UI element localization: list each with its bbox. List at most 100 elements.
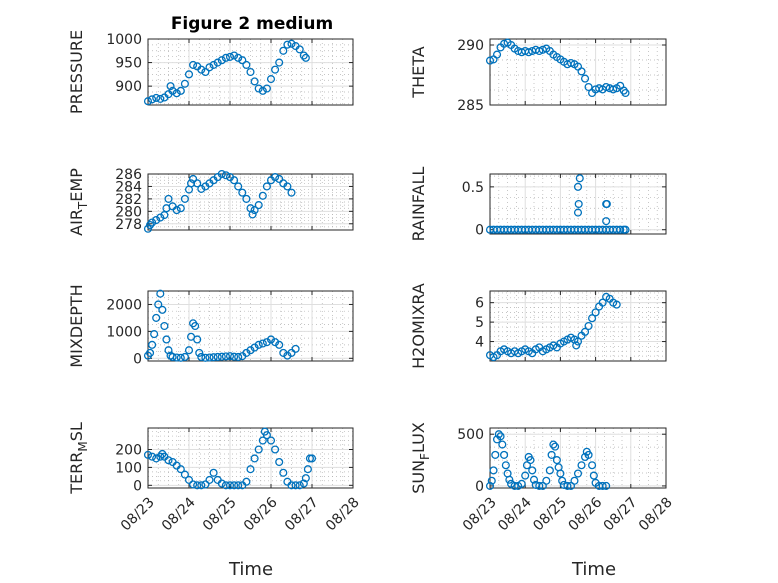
data-point [295, 45, 304, 54]
data-point [176, 204, 185, 213]
subplot-rainfall: 0 0.5 RAINFALL [409, 167, 667, 241]
data-point [258, 339, 267, 348]
data-point [193, 179, 202, 188]
data-point [197, 184, 206, 193]
data-point [602, 481, 611, 490]
data-point [487, 476, 496, 485]
data-point [279, 468, 288, 477]
data-point [168, 86, 177, 95]
x-tick-label: 08/23 [118, 494, 158, 534]
data-point [496, 432, 505, 441]
data-point [307, 454, 317, 463]
y-tick-label: 284 [115, 179, 142, 195]
data-point [195, 348, 204, 357]
y-tick-label: 1000 [106, 324, 142, 340]
data-point [589, 471, 598, 480]
data-point [168, 352, 177, 362]
y-tick-label: 500 [457, 427, 484, 443]
data-point [254, 445, 263, 454]
data-point [573, 469, 583, 478]
data-point [573, 208, 583, 217]
data-point [143, 97, 153, 106]
data-point [485, 481, 495, 490]
data-point [271, 338, 280, 347]
data-point [197, 352, 206, 362]
y-tick-label: 280 [115, 204, 142, 220]
data-point [242, 477, 251, 486]
data-point [291, 481, 300, 490]
axes-box [489, 38, 667, 106]
data-point [602, 199, 611, 209]
data-point [225, 52, 235, 61]
data-point [526, 456, 535, 465]
data-point [510, 481, 519, 490]
data-point [262, 182, 271, 191]
y-axis-label: AIRTEMP [67, 168, 90, 236]
data-point [154, 300, 163, 309]
x-axis-label-left: Time [228, 559, 273, 580]
data-point [172, 89, 181, 98]
subplot-theta: 285 290 THETA [409, 38, 667, 114]
data-point [152, 313, 161, 322]
data-point [580, 327, 590, 336]
data-point [598, 481, 607, 490]
data-point [234, 352, 243, 362]
data-point [201, 353, 210, 362]
data-point [266, 75, 276, 84]
data-point [588, 461, 597, 470]
data-point [193, 481, 202, 490]
data-point [217, 352, 226, 361]
x-tick-label: 08/28 [323, 494, 363, 534]
data-point [262, 338, 271, 347]
y-tick-label: 0.5 [462, 180, 484, 196]
data-point [248, 210, 257, 219]
x-tick-label: 08/23 [460, 494, 500, 534]
data-point [584, 82, 593, 92]
y-tick-label: 4 [475, 335, 484, 351]
data-point [609, 85, 618, 94]
data-point [602, 82, 611, 92]
data-point [246, 346, 255, 355]
x-tick-label: 08/25 [200, 494, 240, 534]
subplot-terr-msl: 0 100 200 08/23 08/24 08/25 08/26 08/27 08/28 TER… [67, 422, 363, 534]
data-point [162, 335, 171, 344]
y-tick-label: 6 [475, 296, 484, 312]
data-point [189, 480, 198, 489]
data-point [549, 440, 558, 449]
data-point [283, 40, 292, 49]
data-point [563, 481, 572, 490]
y-axis-label: MIXDEPTH [67, 284, 86, 367]
data-point [250, 343, 259, 352]
data-point [591, 308, 600, 317]
data-point [176, 465, 185, 474]
data-point [152, 93, 161, 102]
y-tick-label: 0 [133, 478, 142, 494]
data-point [197, 65, 206, 74]
data-point [529, 475, 539, 484]
data-point [498, 440, 507, 449]
x-axis-label-right: Time [571, 559, 616, 580]
data-point [250, 206, 259, 215]
data-point [189, 60, 198, 69]
data-point [164, 456, 173, 465]
data-point [191, 321, 200, 331]
data-point [299, 51, 308, 60]
data-point [598, 298, 607, 307]
y-tick-label: 286 [115, 167, 142, 183]
data-point [225, 481, 235, 490]
data-point [180, 470, 189, 479]
data-point [205, 353, 214, 362]
x-tick-label: 08/24 [495, 494, 535, 534]
data-point [573, 182, 583, 191]
data-point [205, 63, 214, 72]
y-axis-label: H2OMIXRA [409, 283, 428, 369]
data-point [551, 442, 560, 451]
data-point [250, 77, 259, 86]
data-point [287, 39, 296, 48]
data-point [271, 65, 280, 74]
data-point [238, 56, 247, 65]
data-point [180, 352, 189, 362]
data-point [547, 450, 556, 459]
data-point [254, 340, 263, 349]
data-point [221, 53, 230, 62]
